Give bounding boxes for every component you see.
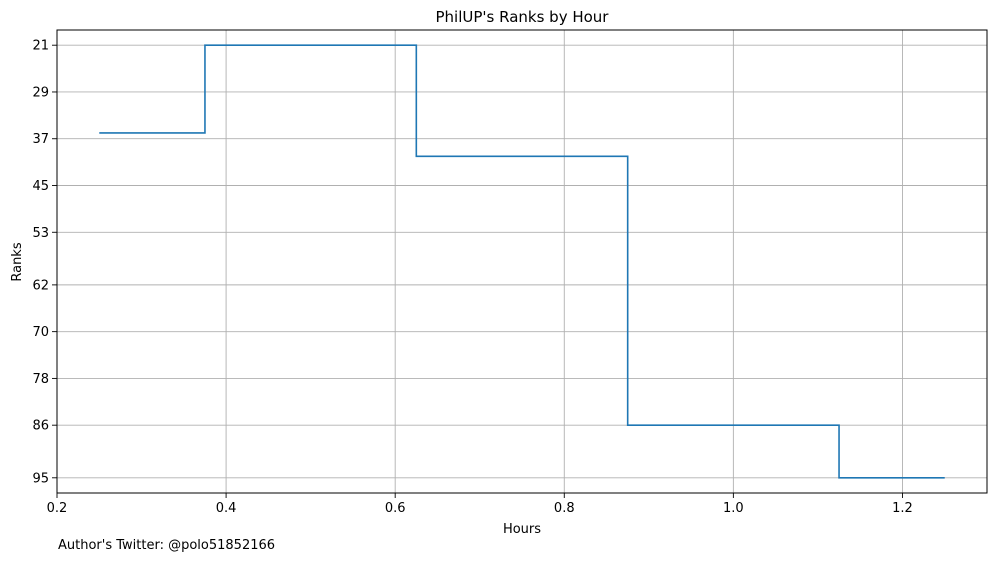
plot-frame	[56, 29, 988, 494]
grid-layer	[56, 30, 987, 493]
y-tick-label: 53	[32, 226, 49, 241]
series-layer	[99, 44, 945, 479]
y-tick-label: 37	[32, 132, 49, 147]
x-axis-label: Hours	[503, 522, 541, 537]
y-tick-label: 21	[32, 39, 49, 54]
rank-step-line	[99, 44, 945, 479]
y-tick-label: 62	[32, 278, 49, 293]
y-tick-label: 70	[32, 325, 49, 340]
chart-title: PhilUP's Ranks by Hour	[436, 8, 610, 26]
y-tick-label: 45	[32, 179, 49, 194]
x-tick-label: 0.6	[385, 501, 406, 516]
x-tick-label: 0.4	[216, 501, 237, 516]
x-axis-ticks: 0.2 0.4 0.6 0.8 1.0 1.2	[47, 493, 913, 516]
y-axis-ticks: 21 29 37 45 53 62 70 78 86 95	[32, 39, 57, 486]
x-tick-label: 0.2	[47, 501, 68, 516]
author-footnote: Author's Twitter: @polo51852166	[58, 538, 276, 553]
y-tick-label: 95	[32, 471, 49, 486]
x-tick-label: 0.8	[554, 501, 575, 516]
y-tick-label: 29	[32, 85, 49, 100]
x-tick-label: 1.0	[723, 501, 744, 516]
y-tick-label: 86	[32, 419, 49, 434]
y-tick-label: 78	[32, 372, 49, 387]
x-tick-label: 1.2	[892, 501, 913, 516]
y-axis-label: Ranks	[10, 242, 25, 281]
